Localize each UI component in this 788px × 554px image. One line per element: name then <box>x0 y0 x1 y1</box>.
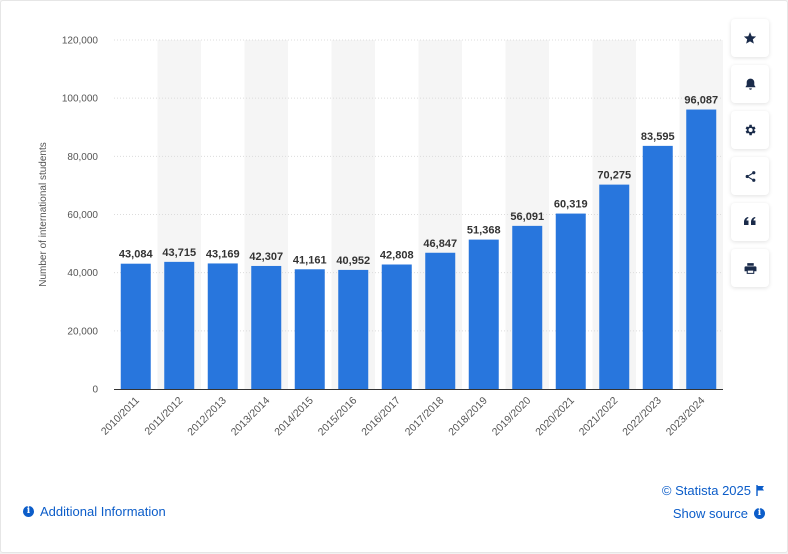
x-tick-label: 2015/2016 <box>316 395 360 439</box>
x-tick-label: 2011/2012 <box>142 395 185 438</box>
value-label: 70,275 <box>597 170 631 182</box>
value-label: 46,847 <box>423 238 457 250</box>
notification-button[interactable] <box>731 65 769 103</box>
bar <box>555 213 586 389</box>
value-label: 40,952 <box>336 255 370 267</box>
bar <box>642 145 673 389</box>
x-tick-label: 2021/2022 <box>577 395 621 439</box>
x-tick-label: 2016/2017 <box>359 395 403 439</box>
y-tick-label: 40,000 <box>67 268 98 279</box>
gear-icon <box>745 124 756 136</box>
bar <box>294 269 325 389</box>
y-tick-label: 20,000 <box>67 326 98 337</box>
bar <box>381 264 412 389</box>
print-button[interactable] <box>731 249 769 287</box>
y-tick-label: 60,000 <box>67 210 98 221</box>
flag-icon <box>756 485 764 496</box>
bar <box>425 252 456 389</box>
quote-icon <box>744 217 756 225</box>
share-button[interactable] <box>731 157 769 195</box>
y-tick-label: 0 <box>92 385 98 396</box>
value-label: 96,087 <box>684 95 718 107</box>
x-tick-label: 2018/2019 <box>446 395 490 439</box>
y-tick-label: 80,000 <box>67 152 98 163</box>
info-icon: i <box>754 508 765 519</box>
x-tick-label: 2017/2018 <box>403 395 447 439</box>
value-label: 42,307 <box>249 251 283 263</box>
show-source-link[interactable]: Show source i <box>673 506 765 521</box>
value-label: 43,084 <box>119 249 154 261</box>
x-tick-label: 2013/2014 <box>229 395 273 439</box>
additional-information-link[interactable]: i Additional Information <box>23 504 166 519</box>
x-tick-label: 2023/2024 <box>664 395 708 439</box>
info-icon: i <box>23 506 34 517</box>
bar <box>468 239 499 389</box>
value-label: 41,161 <box>293 254 327 266</box>
bar <box>120 263 151 389</box>
value-label: 42,808 <box>380 250 414 262</box>
cite-button[interactable] <box>731 203 769 241</box>
x-tick-label: 2012/2013 <box>185 395 229 439</box>
bar <box>251 265 282 389</box>
x-tick-label: 2010/2011 <box>99 395 142 438</box>
value-labels: 43,084 43,715 43,169 42,307 41,161 40,952 42,8… <box>119 95 718 267</box>
value-label: 56,091 <box>510 211 544 223</box>
value-label: 43,169 <box>206 248 240 260</box>
value-label: 43,715 <box>162 247 196 259</box>
x-tick-label: 2014/2015 <box>272 395 316 439</box>
bar <box>207 263 238 389</box>
additional-information-label: Additional Information <box>40 504 166 519</box>
bar <box>599 184 630 389</box>
bar <box>686 109 717 390</box>
x-tick-label: 2020/2021 <box>533 395 577 439</box>
value-label: 51,368 <box>467 225 501 237</box>
star-icon <box>743 32 757 44</box>
bar <box>164 261 195 389</box>
bar <box>338 269 369 389</box>
value-label: 83,595 <box>641 131 675 143</box>
share-icon <box>745 170 755 182</box>
y-axis-label: Number of international students <box>38 142 49 287</box>
y-axis-ticks: 0 20,000 40,000 60,000 80,000 100,000 120,000 <box>62 36 99 396</box>
x-tick-label: 2019/2020 <box>490 395 534 439</box>
bars <box>120 109 717 390</box>
y-tick-label: 100,000 <box>62 94 99 105</box>
copyright-notice[interactable]: © Statista 2025 <box>662 483 765 498</box>
favorite-button[interactable] <box>731 19 769 57</box>
bar <box>512 225 543 389</box>
value-label: 60,319 <box>554 199 588 211</box>
show-source-label: Show source <box>672 506 748 521</box>
settings-button[interactable] <box>731 111 769 149</box>
x-axis-ticks: 2010/2011 2011/2012 2012/2013 2013/2014 2014… <box>99 395 708 439</box>
y-tick-label: 120,000 <box>62 36 99 47</box>
x-tick-label: 2022/2023 <box>620 395 664 439</box>
copyright-text: © Statista 2025 <box>661 483 751 498</box>
printer-icon <box>744 262 756 274</box>
bell-icon <box>745 78 755 90</box>
